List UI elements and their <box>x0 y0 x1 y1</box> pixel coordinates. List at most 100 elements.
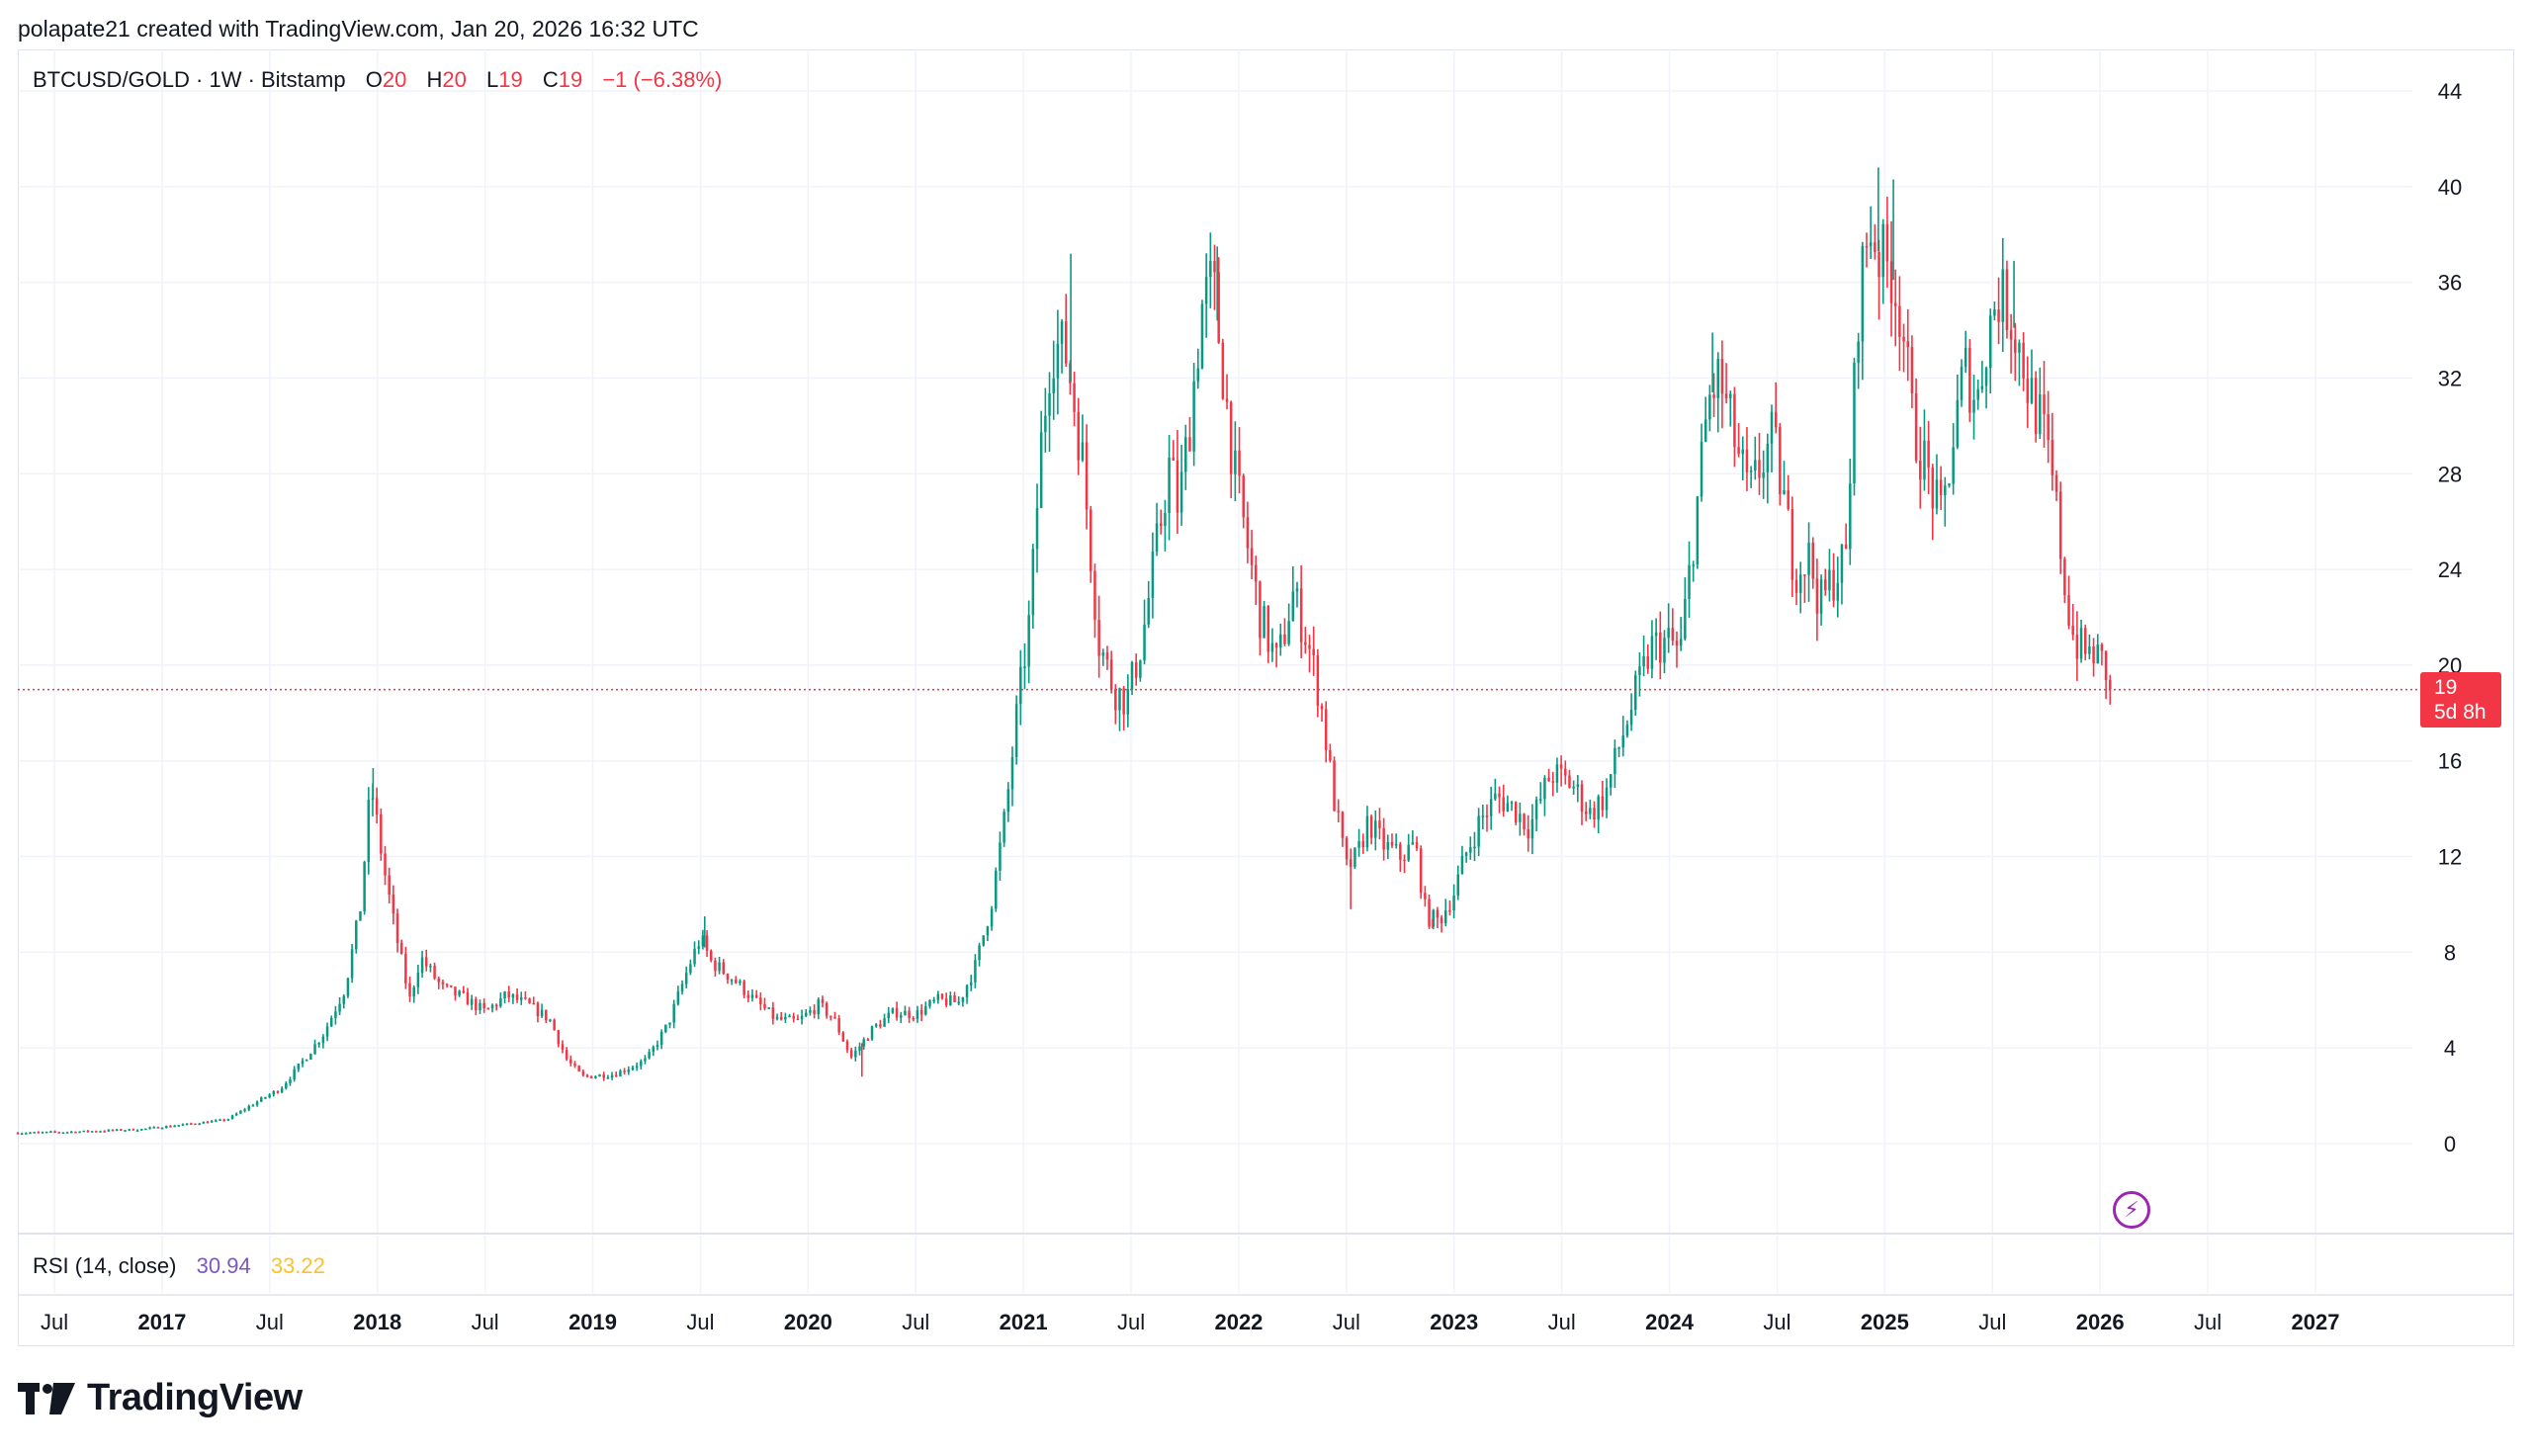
candle-body <box>2067 595 2070 626</box>
candle-body <box>598 1074 601 1077</box>
candle-body <box>1489 799 1493 816</box>
candle-body <box>1093 570 1096 621</box>
candle-body <box>545 1009 548 1021</box>
candle-body <box>614 1074 618 1077</box>
candle-body <box>2054 474 2058 492</box>
candle-body <box>1551 781 1555 783</box>
candle-body <box>792 1015 795 1019</box>
candle-body <box>1477 815 1480 847</box>
candle-body <box>1684 598 1687 640</box>
time-tick-label: Jul <box>1117 1310 1145 1334</box>
candle-body <box>515 993 519 1000</box>
candle-body <box>1448 909 1451 912</box>
open-label: O <box>365 67 383 92</box>
candle-body <box>470 998 474 1005</box>
candle-body <box>1357 841 1360 848</box>
candle-body <box>1027 615 1030 667</box>
candle-body <box>334 1011 337 1019</box>
candle-body <box>1064 321 1068 364</box>
candle-body <box>218 1119 221 1122</box>
price-tick-label: 8 <box>2444 940 2456 965</box>
candle-body <box>1836 582 1840 601</box>
candle-body <box>2005 269 2009 331</box>
candle-body <box>185 1123 189 1125</box>
candle-body <box>2058 491 2062 559</box>
candle-body <box>280 1088 284 1093</box>
candle-body <box>1440 917 1443 923</box>
candle-body <box>120 1129 123 1132</box>
candle-body <box>1469 847 1472 853</box>
candle-body <box>2018 342 2021 353</box>
candle-body <box>932 999 935 1002</box>
close-value: 19 <box>558 67 583 92</box>
candle-body <box>1374 820 1377 838</box>
candle-body <box>1415 842 1419 849</box>
time-tick-label: 2025 <box>1861 1310 1909 1334</box>
candle-body <box>949 994 952 1005</box>
price-tick-label: 32 <box>2438 366 2462 390</box>
candle-body <box>1436 909 1440 918</box>
candle-body <box>29 1132 32 1135</box>
rsi-legend[interactable]: RSI (14, close) 30.94 33.22 <box>33 1253 325 1279</box>
candle-body <box>1828 569 1831 591</box>
candle-body <box>784 1016 787 1020</box>
candle-body <box>982 935 985 946</box>
candle-body <box>399 942 403 954</box>
candle-body <box>635 1066 639 1068</box>
candle-body <box>1625 725 1629 736</box>
candle-body <box>272 1091 276 1095</box>
candle-body <box>809 1009 812 1013</box>
candle-body <box>1164 512 1167 527</box>
symbol-label[interactable]: BTCUSD/GOLD · 1W · Bitstamp <box>33 67 346 92</box>
candle-body <box>1663 638 1666 663</box>
candle-body <box>1179 471 1183 513</box>
candle-body <box>1464 852 1468 856</box>
candle-body <box>1460 855 1464 875</box>
candle-body <box>1819 579 1823 614</box>
candle-body <box>730 980 734 982</box>
candle-body <box>16 1133 20 1135</box>
rsi-label[interactable]: RSI (14, close) <box>33 1253 177 1278</box>
candle-body <box>1432 909 1435 927</box>
candle-body <box>90 1131 94 1133</box>
candle-body <box>1538 799 1542 801</box>
candle-body <box>1555 764 1559 783</box>
high-label: H <box>426 67 443 92</box>
candle-body <box>1798 574 1802 593</box>
candle-body <box>1192 381 1195 452</box>
candle-body <box>928 1000 931 1007</box>
candle-body <box>1749 471 1753 472</box>
candle-body <box>503 991 506 998</box>
candle-body <box>321 1036 325 1044</box>
tradingview-logo-text: TradingView <box>87 1377 303 1418</box>
candle-body <box>1902 336 1905 342</box>
candle-body <box>1700 441 1703 497</box>
candle-body <box>833 1016 836 1019</box>
candle-body <box>1774 411 1778 428</box>
candle-body <box>858 1046 861 1051</box>
candle-body <box>594 1076 597 1078</box>
candle-body <box>1543 777 1546 800</box>
candle-body <box>862 1039 865 1047</box>
candle-body <box>623 1071 626 1072</box>
candle-body <box>1527 829 1529 839</box>
candle-body <box>969 982 973 985</box>
candle-body <box>1270 642 1274 652</box>
candle-body <box>1568 775 1571 789</box>
ohlc-legend[interactable]: BTCUSD/GOLD · 1W · Bitstamp O20 H20 L19 … <box>33 67 736 93</box>
candle-body <box>891 1007 895 1013</box>
candle-body <box>131 1129 135 1131</box>
candle-body <box>1646 655 1650 669</box>
lightning-icon[interactable]: ⚡ <box>2113 1191 2150 1229</box>
candle-body <box>350 949 354 979</box>
tradingview-logo[interactable]: TradingView <box>18 1377 303 1419</box>
candle-body <box>1259 581 1262 639</box>
candle-body <box>1274 642 1278 648</box>
candle-body <box>1968 347 1971 413</box>
candle-body <box>684 973 688 985</box>
candle-body <box>668 1022 671 1025</box>
candle-body <box>230 1115 234 1120</box>
candle-body <box>1984 368 1988 386</box>
candle-body <box>1345 837 1349 860</box>
